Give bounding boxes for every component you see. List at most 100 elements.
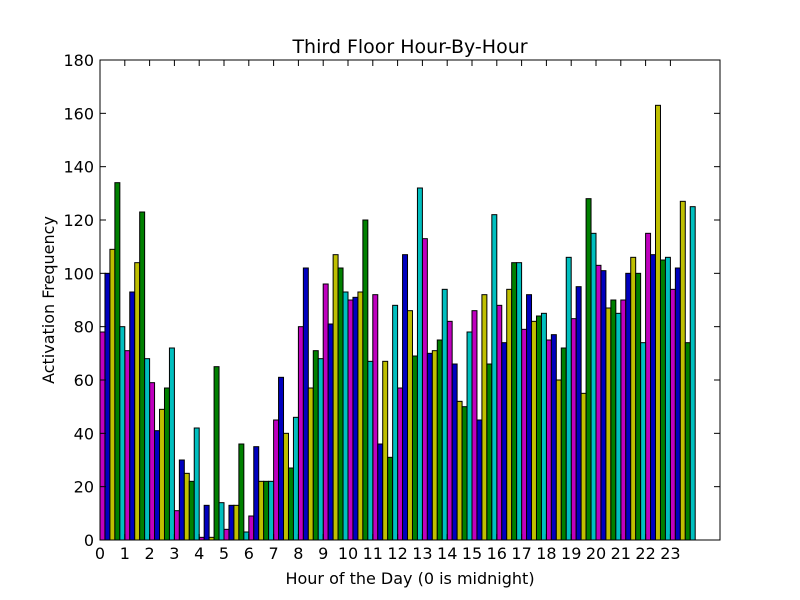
plot-frame [99, 59, 721, 541]
bar-series-3-hour-22 [655, 104, 661, 541]
bar-series-5-hour-11 [392, 304, 399, 541]
bar-series-4-hour-17 [535, 315, 542, 541]
y-tick-label: 160 [63, 104, 94, 123]
bar-series-2-hour-14 [451, 363, 458, 541]
y-tick-label: 0 [84, 531, 94, 550]
bar-series-2-hour-16 [501, 342, 508, 541]
bar-series-3-hour-7 [283, 432, 289, 541]
x-tick-label: 15 [462, 544, 482, 563]
bar-series-2-hour-3 [178, 459, 185, 541]
x-tick-label: 9 [318, 544, 328, 563]
y-tick-label: 140 [63, 158, 94, 177]
y-tick-label: 120 [63, 211, 94, 230]
bar-series-1-hour-19 [570, 318, 577, 541]
y-tick-label: 180 [63, 51, 94, 70]
bar-series-1-hour-3 [173, 510, 180, 541]
bar-series-5-hour-21 [640, 342, 647, 541]
bar-series-1-hour-12 [397, 387, 404, 541]
bar-series-4-hour-21 [635, 272, 642, 541]
bar-series-5-hour-6 [268, 480, 275, 541]
bar-series-4-hour-14 [461, 406, 468, 541]
x-tick-label: 6 [244, 544, 254, 563]
bar-series-4-hour-2 [163, 387, 170, 541]
bar-series-3-hour-18 [555, 379, 562, 541]
bar-series-2-hour-22 [650, 254, 657, 541]
bar-series-2-hour-13 [426, 352, 433, 541]
x-tick-label: 5 [219, 544, 229, 563]
bar-series-1-hour-7 [273, 419, 280, 541]
bar-series-2-hour-17 [526, 294, 533, 541]
bar-series-3-hour-11 [382, 360, 389, 541]
x-tick-label: 12 [387, 544, 407, 563]
bar-series-3-hour-5 [233, 504, 240, 541]
bar-series-3-hour-3 [183, 472, 190, 541]
bar-series-5-hour-4 [218, 502, 225, 541]
bar-series-4-hour-9 [337, 267, 344, 541]
bar-series-1-hour-10 [347, 299, 354, 541]
bar-series-4-hour-0 [114, 182, 121, 541]
bar-series-4-hour-20 [610, 299, 617, 541]
x-tick-label: 22 [635, 544, 655, 563]
x-tick-label: 16 [487, 544, 507, 563]
bar-series-3-hour-19 [580, 392, 587, 541]
bar-series-2-hour-8 [302, 267, 309, 541]
bar-series-4-hour-1 [139, 211, 146, 541]
bar-series-1-hour-6 [248, 515, 255, 541]
x-tick-label: 23 [660, 544, 680, 563]
x-tick-label: 10 [338, 544, 358, 563]
bar-series-3-hour-6 [258, 480, 265, 541]
bar-series-5-hour-16 [516, 262, 523, 541]
bar-series-1-hour-8 [297, 326, 304, 541]
y-tick-label: 80 [74, 318, 94, 337]
bar-series-2-hour-11 [377, 443, 384, 541]
bar-series-4-hour-13 [436, 339, 443, 541]
bar-series-4-hour-8 [312, 350, 319, 541]
bar-series-5-hour-8 [317, 358, 324, 541]
bar-series-5-hour-17 [540, 312, 547, 541]
bar-series-4-hour-22 [659, 259, 666, 541]
bar-series-2-hour-4 [203, 504, 210, 541]
bar-series-1-hour-1 [124, 350, 131, 541]
x-tick-label: 7 [269, 544, 279, 563]
bar-series-3-hour-12 [407, 310, 413, 541]
bar-series-4-hour-10 [362, 219, 369, 541]
bar-series-4-hour-19 [585, 198, 592, 541]
bar-series-3-hour-8 [307, 387, 314, 541]
bar-series-3-hour-15 [481, 294, 488, 541]
bar-series-4-hour-6 [263, 480, 270, 541]
bar-series-5-hour-10 [367, 360, 374, 541]
bar-series-5-hour-7 [292, 416, 299, 541]
bar-series-2-hour-6 [253, 446, 260, 541]
bar-series-1-hour-18 [545, 339, 552, 541]
bar-series-4-hour-3 [188, 480, 195, 541]
bar-series-2-hour-0 [104, 272, 111, 541]
bar-series-4-hour-5 [238, 443, 245, 541]
bar-series-5-hour-13 [441, 288, 448, 541]
bar-series-4-hour-12 [411, 355, 418, 541]
x-tick-label: 13 [412, 544, 432, 563]
bar-series-1-hour-23 [669, 288, 676, 541]
bar-series-5-hour-18 [565, 256, 572, 541]
x-tick-label: 14 [437, 544, 457, 563]
bar-series-1-hour-21 [620, 299, 627, 541]
x-tick-label: 4 [194, 544, 204, 563]
x-tick-label: 3 [169, 544, 179, 563]
bar-series-1-hour-22 [645, 232, 652, 541]
bar-series-2-hour-5 [228, 504, 235, 541]
bar-series-3-hour-20 [605, 307, 612, 541]
bar-series-1-hour-9 [322, 283, 329, 541]
bar-series-3-hour-1 [134, 262, 141, 541]
x-axis-label: Hour of the Day (0 is midnight) [285, 569, 534, 588]
bar-series-3-hour-10 [357, 291, 364, 541]
bar-series-2-hour-18 [550, 334, 557, 541]
bar-series-5-hour-2 [168, 347, 175, 541]
bar-series-4-hour-23 [684, 342, 691, 541]
bar-series-1-hour-15 [471, 310, 478, 541]
x-tick-label: 11 [363, 544, 383, 563]
bar-series-2-hour-21 [625, 272, 632, 541]
bar-series-5-hour-5 [243, 531, 250, 541]
x-tick-label: 1 [120, 544, 130, 563]
bar-series-1-hour-16 [496, 304, 503, 541]
bar-series-5-hour-12 [416, 187, 423, 541]
